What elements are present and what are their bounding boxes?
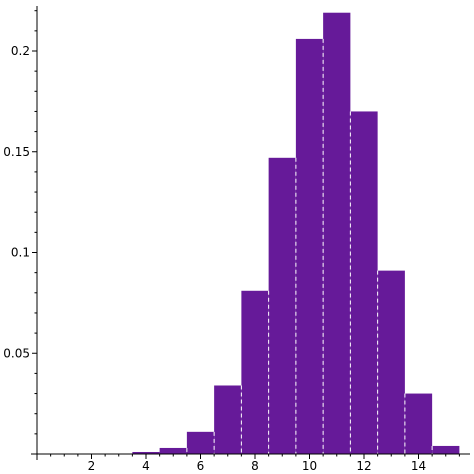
y-tick-label-0.15: 0.15	[3, 145, 30, 159]
bar-6	[186, 431, 215, 454]
bar-8	[241, 290, 269, 454]
x-tick-label-2: 2	[88, 459, 96, 473]
bar-10	[295, 38, 324, 454]
y-tick-label-0.1: 0.1	[11, 246, 30, 260]
bar-9	[268, 157, 296, 455]
bars-group	[132, 12, 460, 455]
axes-group	[31, 6, 470, 460]
y-tick-label-0.2: 0.2	[11, 44, 30, 58]
x-tick-label-10: 10	[302, 459, 317, 473]
bar-15	[432, 445, 460, 454]
bar-5	[159, 447, 187, 454]
bar-7	[214, 385, 242, 454]
x-tick-label-8: 8	[251, 459, 259, 473]
y-tick-label-0.05: 0.05	[3, 346, 30, 360]
bar-12	[350, 111, 378, 454]
x-tick-label-14: 14	[411, 459, 426, 473]
bar-11	[323, 12, 351, 455]
bar-4	[132, 451, 160, 454]
x-tick-label-12: 12	[356, 459, 371, 473]
bar-13	[377, 270, 405, 454]
ticks-group: 2 4 6 8 10 12 14 0.05 0.1 0.15 0.2	[3, 10, 460, 473]
x-tick-label-6: 6	[197, 459, 205, 473]
x-tick-label-4: 4	[142, 459, 150, 473]
bar-14	[404, 393, 433, 454]
